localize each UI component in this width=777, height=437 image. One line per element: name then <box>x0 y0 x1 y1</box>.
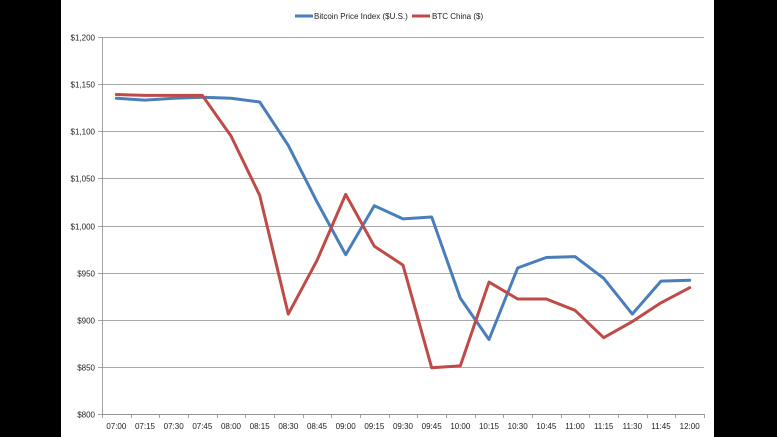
y-tick-label: $1,000 <box>71 223 96 232</box>
y-tick-label: $1,200 <box>71 34 96 43</box>
x-tick-label: 11:00 <box>565 422 585 431</box>
x-tick-label: 08:30 <box>278 422 299 431</box>
chart-frame <box>61 0 714 437</box>
y-tick-label: $1,150 <box>71 81 96 90</box>
y-tick-label: $1,100 <box>71 128 96 137</box>
series <box>114 93 692 370</box>
x-tick-label: 09:15 <box>364 422 385 431</box>
series-line-2 <box>114 93 692 370</box>
x-tick-label: 08:00 <box>221 422 242 431</box>
x-tick-label: 09:45 <box>422 422 443 431</box>
x-tick-label: 08:15 <box>250 422 271 431</box>
x-tick-label: 10:00 <box>450 422 471 431</box>
x-tick-label: 12:00 <box>680 422 701 431</box>
x-tick-label: 09:30 <box>393 422 414 431</box>
series-line-1 <box>114 95 692 341</box>
y-tick-label: $1,050 <box>71 175 96 184</box>
x-tick-label: 10:15 <box>479 422 500 431</box>
axes: $800 $850 $900 $950 $1,000 $1,050 $1,100 $1,150… <box>71 34 705 431</box>
y-tick-label: $900 <box>77 317 95 326</box>
x-tick-label: 07:15 <box>135 422 156 431</box>
x-tick-label: 11:30 <box>623 422 643 431</box>
x-tick-label: 07:00 <box>106 422 127 431</box>
x-tick-label: 11:45 <box>651 422 671 431</box>
x-tick-label: 10:30 <box>508 422 529 431</box>
x-tick-label: 10:45 <box>536 422 557 431</box>
legend-label-1: Bitcoin Price Index ($U.S.) <box>314 12 408 21</box>
x-tick-label: 07:30 <box>164 422 185 431</box>
x-tick-label: 09:00 <box>336 422 357 431</box>
x-tick-label: 08:45 <box>307 422 328 431</box>
legend-label-2: BTC China ($) <box>432 12 483 21</box>
y-tick-label: $800 <box>77 411 95 420</box>
x-tick-label: 11:15 <box>594 422 614 431</box>
legend: Bitcoin Price Index ($U.S.) BTC China ($) <box>295 12 483 21</box>
y-tick-label: $950 <box>77 270 95 279</box>
x-tick-label: 07:45 <box>192 422 213 431</box>
y-tick-label: $850 <box>77 364 95 373</box>
